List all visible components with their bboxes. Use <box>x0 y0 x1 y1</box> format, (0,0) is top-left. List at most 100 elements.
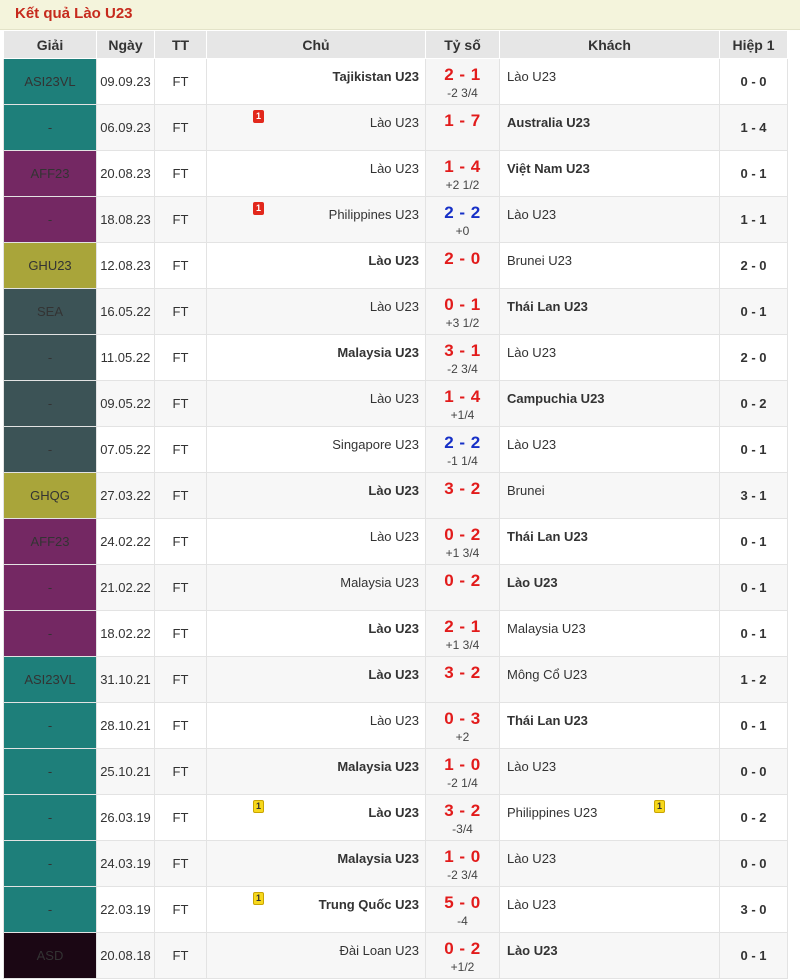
score-cell[interactable]: 1 - 0 -2 3/4 <box>425 840 500 887</box>
home-team-name[interactable]: Lào U23 <box>368 253 419 268</box>
away-team-name[interactable]: Thái Lan U23 <box>507 713 588 728</box>
table-row[interactable]: AFF23 24.02.22 FT Lào U23 0 - 2 +1 3/4 Thái La… <box>3 518 788 565</box>
table-row[interactable]: -11.05.22 FT Malaysia U23 3 - 1 -2 3/4 Lào U2… <box>3 334 788 381</box>
league-cell[interactable]: - <box>3 564 97 611</box>
header-away[interactable]: Khách <box>499 30 720 59</box>
home-team-name[interactable]: Đài Loan U23 <box>339 943 420 958</box>
home-team-name[interactable]: Lào U23 <box>369 115 419 130</box>
score-value[interactable]: 1 - 4 <box>444 157 481 176</box>
table-row[interactable]: -22.03.19 FT 1 Trung Quốc U23 5 - 0 -4 Lào U23… <box>3 886 788 933</box>
home-team-name[interactable]: Lào U23 <box>369 299 419 314</box>
score-cell[interactable]: 0 - 2 +1/2 <box>425 932 500 979</box>
score-value[interactable]: 3 - 2 <box>444 801 481 820</box>
score-value[interactable]: 0 - 2 <box>444 571 481 590</box>
score-cell[interactable]: 2 - 2 -1 1/4 <box>425 426 500 473</box>
away-team-name[interactable]: Brunei <box>507 483 545 498</box>
score-value[interactable]: 1 - 4 <box>444 387 481 406</box>
home-team-name[interactable]: Lào U23 <box>368 805 419 820</box>
league-cell[interactable]: AFF23 <box>3 518 97 565</box>
score-value[interactable]: 0 - 2 <box>444 939 481 958</box>
score-value[interactable]: 1 - 0 <box>444 755 481 774</box>
away-team-name[interactable]: Lào U23 <box>507 437 557 452</box>
score-value[interactable]: 0 - 1 <box>444 295 481 314</box>
away-team-name[interactable]: Thái Lan U23 <box>507 529 588 544</box>
score-cell[interactable]: 3 - 2 <box>425 472 500 519</box>
home-team-name[interactable]: Lào U23 <box>369 161 419 176</box>
away-team-name[interactable]: Brunei U23 <box>507 253 573 268</box>
home-team-name[interactable]: Lào U23 <box>368 621 419 636</box>
league-cell[interactable]: ASD <box>3 932 97 979</box>
away-team-name[interactable]: Lào U23 <box>507 345 557 360</box>
table-row[interactable]: -26.03.19 FT 1 Lào U23 3 - 2 -3/4 1 Philippines… <box>3 794 788 841</box>
score-cell[interactable]: 2 - 1 -2 3/4 <box>425 58 500 105</box>
score-cell[interactable]: 3 - 1 -2 3/4 <box>425 334 500 381</box>
away-team-name[interactable]: Malaysia U23 <box>507 621 586 636</box>
league-cell[interactable]: GHQG <box>3 472 97 519</box>
league-cell[interactable]: - <box>3 380 97 427</box>
league-cell[interactable]: - <box>3 702 97 749</box>
away-team-name[interactable]: Lào U23 <box>507 69 557 84</box>
score-cell[interactable]: 2 - 0 <box>425 242 500 289</box>
away-team-name[interactable]: Australia U23 <box>507 115 591 130</box>
header-halftime[interactable]: Hiệp 1 <box>719 30 788 59</box>
league-cell[interactable]: - <box>3 610 97 657</box>
league-cell[interactable]: - <box>3 104 97 151</box>
score-value[interactable]: 5 - 0 <box>444 893 481 912</box>
table-row[interactable]: -09.05.22 FT Lào U23 1 - 4 +1/4 Campuchia U23… <box>3 380 788 427</box>
league-cell[interactable]: ASI23VL <box>3 656 97 703</box>
table-row[interactable]: -18.08.23 FT 1 Philippines U23 2 - 2 +0 Lào U2… <box>3 196 788 243</box>
table-row[interactable]: ASD 20.08.18 FT Đài Loan U23 0 - 2 +1/2 Lào U2… <box>3 932 788 979</box>
away-team-name[interactable]: Lào U23 <box>507 759 557 774</box>
away-team-name[interactable]: Lào U23 <box>507 943 558 958</box>
table-row[interactable]: -24.03.19 FT Malaysia U23 1 - 0 -2 3/4 Lào U2… <box>3 840 788 887</box>
score-value[interactable]: 3 - 2 <box>444 663 481 682</box>
score-cell[interactable]: 2 - 1 +1 3/4 <box>425 610 500 657</box>
table-row[interactable]: -21.02.22 FT Malaysia U23 0 - 2 Lào U23 0 - 1 <box>3 564 788 611</box>
home-team-name[interactable]: Philippines U23 <box>328 207 419 222</box>
score-cell[interactable]: 1 - 4 +2 1/2 <box>425 150 500 197</box>
away-team-name[interactable]: Campuchia U23 <box>507 391 605 406</box>
score-cell[interactable]: 1 - 7 <box>425 104 500 151</box>
score-value[interactable]: 2 - 0 <box>444 249 481 268</box>
home-team-name[interactable]: Malaysia U23 <box>337 345 419 360</box>
league-cell[interactable]: - <box>3 196 97 243</box>
league-cell[interactable]: - <box>3 426 97 473</box>
away-team-name[interactable]: Việt Nam U23 <box>507 161 590 176</box>
score-cell[interactable]: 0 - 2 <box>425 564 500 611</box>
table-row[interactable]: -25.10.21 FT Malaysia U23 1 - 0 -2 1/4 Lào U2… <box>3 748 788 795</box>
home-team-name[interactable]: Lào U23 <box>369 713 419 728</box>
score-cell[interactable]: 3 - 2 <box>425 656 500 703</box>
table-row[interactable]: -18.02.22 FT Lào U23 2 - 1 +1 3/4 Malaysia U2… <box>3 610 788 657</box>
away-team-name[interactable]: Lào U23 <box>507 897 557 912</box>
table-row[interactable]: SEA 16.05.22 FT Lào U23 0 - 1 +3 1/2 Thái Lan … <box>3 288 788 335</box>
header-home[interactable]: Chủ <box>206 30 426 59</box>
header-league[interactable]: Giải <box>3 30 97 59</box>
score-value[interactable]: 2 - 1 <box>444 65 481 84</box>
table-row[interactable]: GHU23 12.08.23 FT Lào U23 2 - 0 Brunei U23 2 -… <box>3 242 788 289</box>
header-status[interactable]: TT <box>154 30 207 59</box>
home-team-name[interactable]: Malaysia U23 <box>340 575 419 590</box>
score-cell[interactable]: 0 - 3 +2 <box>425 702 500 749</box>
score-cell[interactable]: 0 - 1 +3 1/2 <box>425 288 500 335</box>
table-row[interactable]: GHQG 27.03.22 FT Lào U23 3 - 2 Brunei 3 - 1 <box>3 472 788 519</box>
league-cell[interactable]: - <box>3 748 97 795</box>
table-row[interactable]: -28.10.21 FT Lào U23 0 - 3 +2 Thái Lan U23 0 -… <box>3 702 788 749</box>
league-cell[interactable]: ASI23VL <box>3 58 97 105</box>
away-team-name[interactable]: Lào U23 <box>507 851 557 866</box>
league-cell[interactable]: - <box>3 334 97 381</box>
score-cell[interactable]: 2 - 2 +0 <box>425 196 500 243</box>
score-value[interactable]: 1 - 0 <box>444 847 481 866</box>
home-team-name[interactable]: Lào U23 <box>369 391 419 406</box>
score-cell[interactable]: 3 - 2 -3/4 <box>425 794 500 841</box>
home-team-name[interactable]: Lào U23 <box>369 529 419 544</box>
score-value[interactable]: 2 - 1 <box>444 617 481 636</box>
league-cell[interactable]: - <box>3 840 97 887</box>
home-team-name[interactable]: Malaysia U23 <box>337 759 419 774</box>
score-value[interactable]: 2 - 2 <box>444 203 481 222</box>
table-row[interactable]: ASI23VL 09.09.23 FT Tajikistan U23 2 - 1 -2 3… <box>3 58 788 105</box>
away-team-name[interactable]: Lào U23 <box>507 207 557 222</box>
score-value[interactable]: 3 - 1 <box>444 341 481 360</box>
header-date[interactable]: Ngày <box>96 30 155 59</box>
home-team-name[interactable]: Tajikistan U23 <box>332 69 419 84</box>
score-cell[interactable]: 1 - 0 -2 1/4 <box>425 748 500 795</box>
